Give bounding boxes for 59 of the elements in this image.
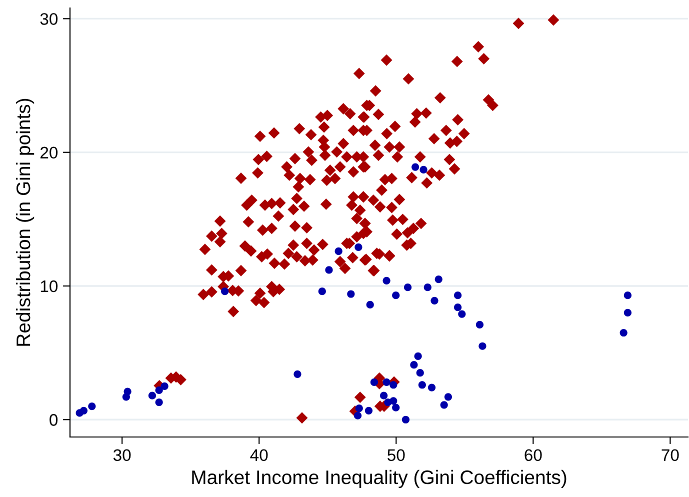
point <box>454 292 462 300</box>
point <box>382 378 390 386</box>
point <box>380 392 388 400</box>
point <box>404 284 412 292</box>
point <box>434 275 442 284</box>
x-axis-title: Market Income Inequality (Gini Coefficients) <box>192 470 566 488</box>
y-tick-label: 0 <box>50 414 58 426</box>
point <box>122 393 130 401</box>
y-axis-title: Redistribution (in Gini points) <box>16 98 34 346</box>
point <box>148 392 156 400</box>
point <box>355 404 363 412</box>
point <box>80 406 88 414</box>
x-tick-label: 60 <box>524 449 542 462</box>
point <box>410 361 418 369</box>
point <box>476 320 484 329</box>
y-tick-label: 20 <box>40 146 58 159</box>
point <box>444 393 452 401</box>
point <box>416 369 424 377</box>
point <box>620 328 628 337</box>
point <box>364 406 373 414</box>
point <box>294 370 302 378</box>
x-tick-label: 40 <box>250 449 268 462</box>
point <box>402 416 410 424</box>
point <box>430 296 438 304</box>
point <box>420 166 428 174</box>
point <box>155 386 163 394</box>
x-tick-label: 70 <box>662 449 679 462</box>
x-tick-label: 30 <box>113 449 131 462</box>
point <box>440 401 448 409</box>
point <box>370 378 378 386</box>
point <box>424 284 432 292</box>
point <box>334 247 342 256</box>
point <box>412 163 420 171</box>
point <box>382 276 390 284</box>
point <box>354 412 362 420</box>
y-tick-label: 10 <box>40 280 58 292</box>
y-tick-label: 30 <box>40 13 58 25</box>
point <box>318 288 326 296</box>
point <box>325 266 333 274</box>
point <box>155 398 163 406</box>
x-tick-label: 50 <box>388 449 405 462</box>
point <box>414 352 422 360</box>
point <box>221 288 229 296</box>
point <box>454 304 462 312</box>
point <box>458 310 466 318</box>
point <box>88 402 96 410</box>
point <box>392 404 400 412</box>
point <box>624 292 632 300</box>
point <box>160 382 168 390</box>
point <box>347 290 355 298</box>
point <box>624 308 632 317</box>
point <box>390 381 398 389</box>
point <box>354 243 362 252</box>
point <box>392 292 400 300</box>
point <box>390 397 398 405</box>
point <box>428 384 436 392</box>
point <box>478 342 486 350</box>
point <box>418 381 426 389</box>
point <box>366 300 374 308</box>
